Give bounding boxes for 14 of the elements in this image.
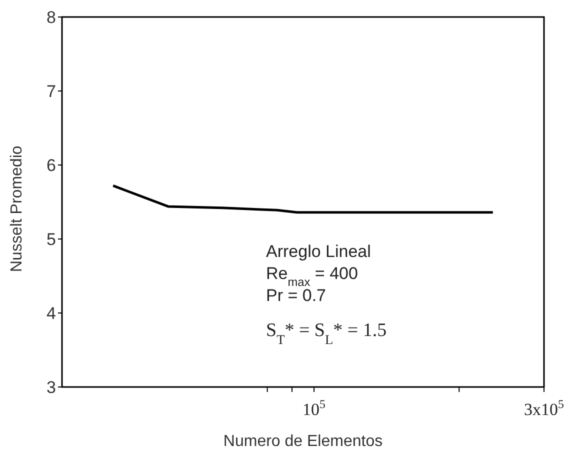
x-tick-label: 3x10$^{5}$ xyxy=(524,397,564,419)
annotation: S$_{T}$* = S$_{L}$* = 1.5 xyxy=(266,320,387,347)
y-tick-label: 6 xyxy=(46,156,56,176)
y-tick-label: 3 xyxy=(46,378,56,398)
annotation: Re$_{max}$ = 400 xyxy=(266,264,358,289)
y-axis-title: Nusselt Promedio xyxy=(8,146,26,272)
x-tick-label: 10$^{5}$ xyxy=(302,397,326,419)
annotation: Pr = 0.7 xyxy=(266,286,326,305)
y-tick-label: 7 xyxy=(46,82,56,102)
y-tick-label: 4 xyxy=(46,304,56,324)
y-tick-label: 5 xyxy=(46,230,56,250)
x-axis-title: Numero de Elementos xyxy=(223,433,383,450)
y-tick-label: 8 xyxy=(46,8,56,28)
annotation: Arreglo Lineal xyxy=(266,242,371,261)
